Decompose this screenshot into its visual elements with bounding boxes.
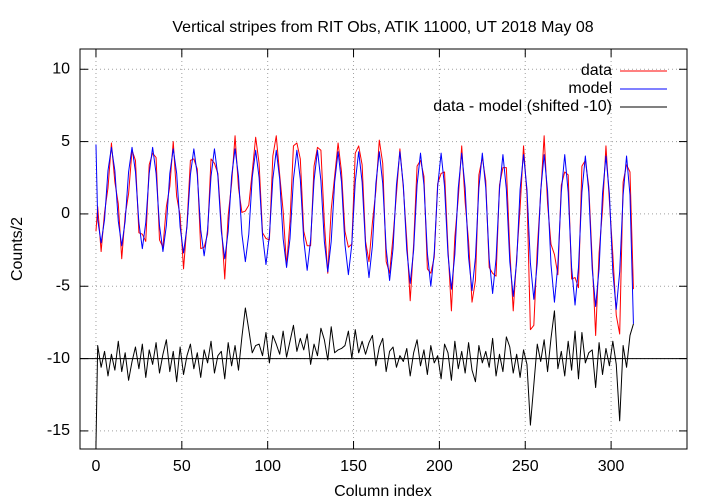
legend-label: data [581, 62, 612, 79]
y-tick-label: 10 [52, 60, 70, 77]
x-tick-label: 200 [426, 458, 453, 475]
y-axis-label: Counts/2 [9, 217, 26, 281]
x-tick-label: 300 [598, 458, 625, 475]
y-tick-label: -10 [47, 350, 70, 367]
data-line [95, 307, 634, 446]
x-tick-label: 0 [92, 458, 101, 475]
x-axis-label: Column index [334, 483, 432, 500]
y-tick-label: -5 [56, 277, 70, 294]
y-tick-label: 5 [61, 133, 70, 150]
legend-label: data - model (shifted -10) [433, 98, 612, 115]
chart-title: Vertical stripes from RIT Obs, ATIK 1100… [172, 19, 593, 36]
y-tick-label: 0 [61, 205, 70, 222]
x-tick-label: 150 [340, 458, 367, 475]
data-line [95, 135, 634, 336]
x-tick-label: 100 [254, 458, 281, 475]
x-tick-label: 250 [512, 458, 539, 475]
x-tick-label: 50 [173, 458, 191, 475]
data-line [95, 144, 634, 324]
plot-border [79, 48, 688, 450]
legend-label: model [568, 80, 612, 97]
y-tick-label: -15 [47, 422, 70, 439]
